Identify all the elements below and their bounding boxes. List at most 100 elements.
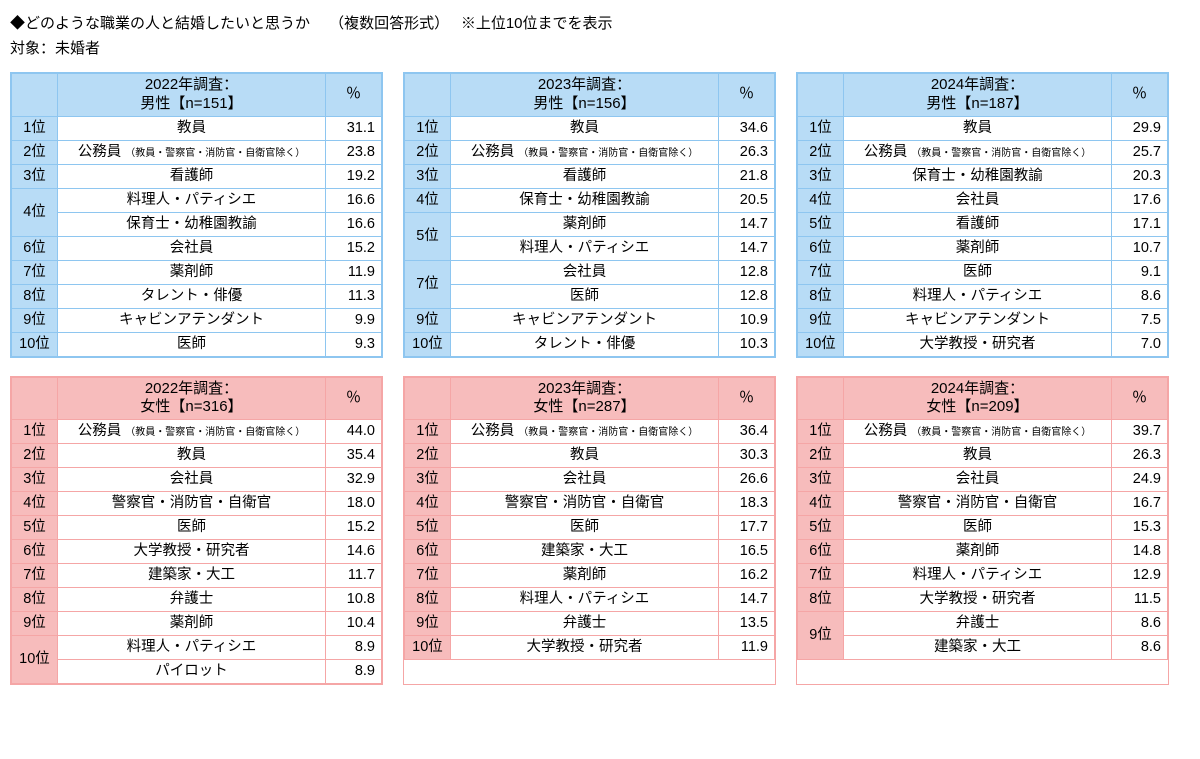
panel-header: 2024年調査：女性【n=209】 bbox=[844, 377, 1112, 420]
job-cell: 保育士・幼稚園教諭 bbox=[451, 188, 719, 212]
job-cell: 薬剤師 bbox=[844, 540, 1112, 564]
header-blank bbox=[798, 377, 844, 420]
job-cell: 教員 bbox=[58, 116, 326, 140]
rank-cell: 2位 bbox=[798, 140, 844, 164]
ranking-panel: 2022年調査：女性【n=316】％1位公務員 （教員・警察官・消防官・自衛官除… bbox=[10, 376, 383, 686]
job-cell: 薬剤師 bbox=[451, 212, 719, 236]
job-cell: 会社員 bbox=[451, 260, 719, 284]
job-cell: 医師 bbox=[844, 516, 1112, 540]
pct-header: ％ bbox=[326, 377, 382, 420]
page-subtitle: 対象：未婚者 bbox=[10, 37, 1190, 58]
rank-cell: 8位 bbox=[405, 588, 451, 612]
rank-cell: 6位 bbox=[12, 236, 58, 260]
rank-cell: 7位 bbox=[798, 260, 844, 284]
pct-cell: 8.9 bbox=[326, 660, 382, 684]
job-cell: 看護師 bbox=[451, 164, 719, 188]
job-cell: 弁護士 bbox=[58, 588, 326, 612]
job-cell: 会社員 bbox=[844, 188, 1112, 212]
pct-header: ％ bbox=[1112, 74, 1168, 117]
rank-cell: 10位 bbox=[12, 636, 58, 684]
pct-cell: 20.5 bbox=[719, 188, 775, 212]
rank-cell: 6位 bbox=[798, 236, 844, 260]
pct-cell: 12.8 bbox=[719, 260, 775, 284]
job-cell: 保育士・幼稚園教諭 bbox=[844, 164, 1112, 188]
pct-cell: 11.7 bbox=[326, 564, 382, 588]
pct-cell: 14.8 bbox=[1112, 540, 1168, 564]
ranking-panel: 2023年調査：男性【n=156】％1位教員34.62位公務員 （教員・警察官・… bbox=[403, 72, 776, 358]
job-cell: 公務員 （教員・警察官・消防官・自衛官除く） bbox=[58, 420, 326, 444]
pct-cell: 8.6 bbox=[1112, 636, 1168, 660]
pct-cell: 14.7 bbox=[719, 212, 775, 236]
rank-cell: 1位 bbox=[12, 116, 58, 140]
job-cell: 薬剤師 bbox=[451, 564, 719, 588]
rank-cell: 8位 bbox=[12, 588, 58, 612]
pct-header: ％ bbox=[719, 377, 775, 420]
pct-cell: 8.6 bbox=[1112, 612, 1168, 636]
pct-cell: 30.3 bbox=[719, 444, 775, 468]
pct-cell: 34.6 bbox=[719, 116, 775, 140]
pct-cell: 24.9 bbox=[1112, 468, 1168, 492]
job-cell: 教員 bbox=[58, 444, 326, 468]
job-cell: 教員 bbox=[844, 116, 1112, 140]
rank-cell: 4位 bbox=[12, 188, 58, 236]
rank-cell: 6位 bbox=[12, 540, 58, 564]
job-cell: 公務員 （教員・警察官・消防官・自衛官除く） bbox=[451, 140, 719, 164]
rank-cell: 9位 bbox=[12, 308, 58, 332]
rank-cell: 3位 bbox=[798, 468, 844, 492]
pct-cell: 29.9 bbox=[1112, 116, 1168, 140]
pct-cell: 44.0 bbox=[326, 420, 382, 444]
header-blank bbox=[405, 377, 451, 420]
rank-cell: 5位 bbox=[405, 516, 451, 540]
job-cell: キャビンアテンダント bbox=[844, 308, 1112, 332]
job-cell: 大学教授・研究者 bbox=[844, 588, 1112, 612]
job-cell: 教員 bbox=[844, 444, 1112, 468]
rank-cell: 10位 bbox=[405, 636, 451, 660]
rank-cell: 6位 bbox=[405, 540, 451, 564]
pct-cell: 14.7 bbox=[719, 588, 775, 612]
pct-cell: 12.8 bbox=[719, 284, 775, 308]
job-cell: 警察官・消防官・自衛官 bbox=[451, 492, 719, 516]
rank-cell: 9位 bbox=[12, 612, 58, 636]
rank-cell: 1位 bbox=[798, 116, 844, 140]
pct-cell: 18.0 bbox=[326, 492, 382, 516]
job-cell: 料理人・パティシエ bbox=[451, 588, 719, 612]
job-cell: 医師 bbox=[58, 516, 326, 540]
job-cell: 料理人・パティシエ bbox=[58, 188, 326, 212]
pct-cell: 16.6 bbox=[326, 188, 382, 212]
job-cell: 建築家・大工 bbox=[451, 540, 719, 564]
job-cell: 大学教授・研究者 bbox=[844, 332, 1112, 356]
pct-cell: 26.3 bbox=[719, 140, 775, 164]
pct-cell: 16.7 bbox=[1112, 492, 1168, 516]
rank-cell: 3位 bbox=[405, 468, 451, 492]
job-cell: 公務員 （教員・警察官・消防官・自衛官除く） bbox=[844, 420, 1112, 444]
ranking-panel: 2024年調査：男性【n=187】％1位教員29.92位公務員 （教員・警察官・… bbox=[796, 72, 1169, 358]
job-cell: 公務員 （教員・警察官・消防官・自衛官除く） bbox=[844, 140, 1112, 164]
rank-cell: 3位 bbox=[405, 164, 451, 188]
rank-cell: 7位 bbox=[405, 564, 451, 588]
rank-cell: 1位 bbox=[798, 420, 844, 444]
job-cell: 会社員 bbox=[844, 468, 1112, 492]
rank-cell: 7位 bbox=[798, 564, 844, 588]
panel-header: 2023年調査：男性【n=156】 bbox=[451, 74, 719, 117]
rank-cell: 9位 bbox=[405, 308, 451, 332]
rank-cell: 2位 bbox=[12, 140, 58, 164]
pct-cell: 20.3 bbox=[1112, 164, 1168, 188]
job-cell: 建築家・大工 bbox=[844, 636, 1112, 660]
pct-cell: 10.4 bbox=[326, 612, 382, 636]
job-cell: 建築家・大工 bbox=[58, 564, 326, 588]
rank-cell: 1位 bbox=[405, 116, 451, 140]
job-cell: 医師 bbox=[58, 332, 326, 356]
ranking-panel: 2022年調査：男性【n=151】％1位教員31.12位公務員 （教員・警察官・… bbox=[10, 72, 383, 358]
job-cell: 大学教授・研究者 bbox=[451, 636, 719, 660]
job-cell: 保育士・幼稚園教諭 bbox=[58, 212, 326, 236]
rank-cell: 3位 bbox=[12, 468, 58, 492]
pct-cell: 7.5 bbox=[1112, 308, 1168, 332]
rank-cell: 5位 bbox=[12, 516, 58, 540]
job-cell: 教員 bbox=[451, 444, 719, 468]
panel-header: 2022年調査：女性【n=316】 bbox=[58, 377, 326, 420]
rank-cell: 3位 bbox=[12, 164, 58, 188]
pct-cell: 10.3 bbox=[719, 332, 775, 356]
ranking-panel: 2023年調査：女性【n=287】％1位公務員 （教員・警察官・消防官・自衛官除… bbox=[403, 376, 776, 686]
rank-cell: 4位 bbox=[405, 188, 451, 212]
pct-cell: 8.9 bbox=[326, 636, 382, 660]
